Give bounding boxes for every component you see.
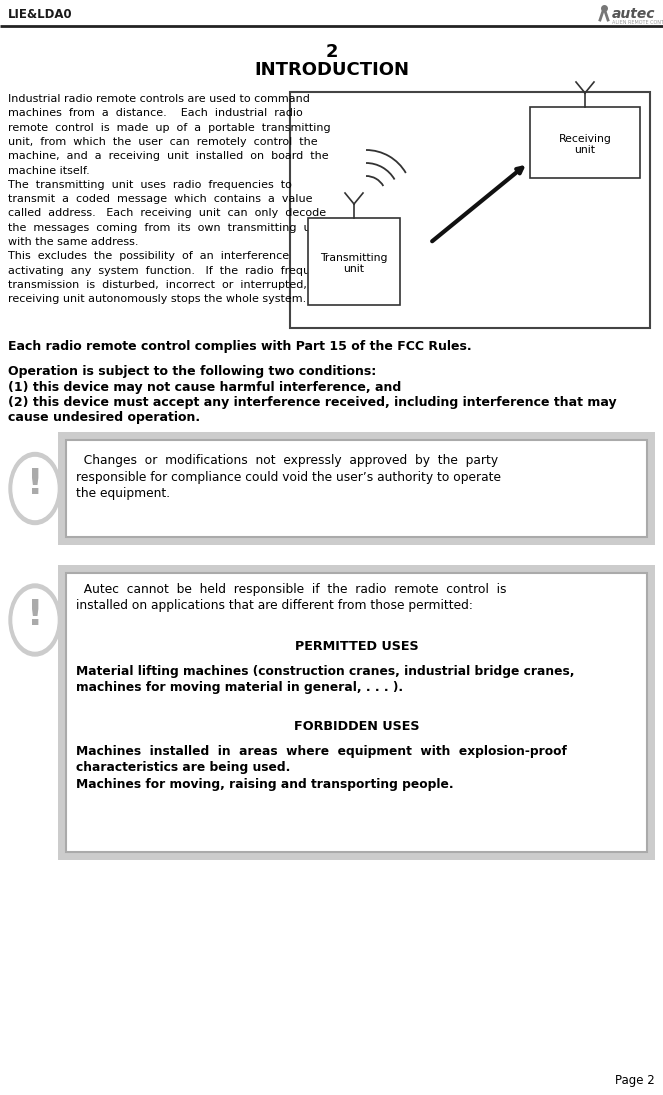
Bar: [58, 433, 655, 545]
Text: Material lifting machines (construction cranes, industrial bridge cranes,: Material lifting machines (construction …: [76, 665, 575, 678]
Ellipse shape: [9, 452, 61, 525]
Text: installed on applications that are different from those permitted:: installed on applications that are diffe…: [76, 599, 473, 612]
Text: Autec  cannot  be  held  responsible  if  the  radio  remote  control  is: Autec cannot be held responsible if the …: [76, 583, 507, 596]
Text: Each radio remote control complies with Part 15 of the FCC Rules.: Each radio remote control complies with …: [8, 341, 471, 353]
Text: transmission  is  disturbed,  incorrect  or  interrupted,  the: transmission is disturbed, incorrect or …: [8, 280, 332, 290]
Text: autec: autec: [612, 7, 656, 21]
Ellipse shape: [13, 589, 57, 652]
Text: This  excludes  the  possibility  of  an  interference: This excludes the possibility of an inte…: [8, 251, 289, 262]
Text: the equipment.: the equipment.: [76, 487, 170, 500]
Text: !: !: [27, 598, 43, 632]
Text: machines  from  a  distance.    Each  industrial  radio: machines from a distance. Each industria…: [8, 108, 303, 118]
Text: Changes  or  modifications  not  expressly  approved  by  the  party: Changes or modifications not expressly a…: [76, 454, 498, 466]
Text: PERMITTED USES: PERMITTED USES: [294, 639, 418, 653]
Bar: [66, 573, 647, 852]
Bar: [66, 440, 647, 537]
Text: machines for moving material in general, . . . ).: machines for moving material in general,…: [76, 681, 403, 694]
Text: !: !: [27, 466, 43, 500]
Text: machine itself.: machine itself.: [8, 165, 90, 175]
Text: INTRODUCTION: INTRODUCTION: [254, 61, 409, 79]
Text: LIE&LDA0: LIE&LDA0: [8, 8, 73, 21]
Text: Transmitting
unit: Transmitting unit: [320, 253, 388, 275]
Text: Page 2: Page 2: [615, 1074, 655, 1087]
Text: remote  control  is  made  up  of  a  portable  transmitting: remote control is made up of a portable …: [8, 123, 331, 132]
Text: cause undesired operation.: cause undesired operation.: [8, 412, 200, 425]
Text: Industrial radio remote controls are used to command: Industrial radio remote controls are use…: [8, 94, 310, 104]
Text: called  address.   Each  receiving  unit  can  only  decode: called address. Each receiving unit can …: [8, 208, 326, 218]
Text: Receiving
unit: Receiving unit: [558, 134, 611, 155]
Text: ALIEN REMOTE CONTROL: ALIEN REMOTE CONTROL: [612, 20, 663, 24]
Text: 2: 2: [326, 43, 337, 61]
Text: Machines  installed  in  areas  where  equipment  with  explosion-proof: Machines installed in areas where equipm…: [76, 745, 567, 758]
Text: activating  any  system  function.   If  the  radio  frequency: activating any system function. If the r…: [8, 266, 337, 276]
Bar: [58, 565, 655, 860]
Text: the  messages  coming  from  its  own  transmitting  unit: the messages coming from its own transmi…: [8, 222, 326, 233]
Text: characteristics are being used.: characteristics are being used.: [76, 761, 290, 774]
Text: (1) this device may not cause harmful interference, and: (1) this device may not cause harmful in…: [8, 380, 401, 393]
Bar: [530, 107, 640, 178]
Text: receiving unit autonomously stops the whole system.: receiving unit autonomously stops the wh…: [8, 295, 306, 304]
Ellipse shape: [13, 458, 57, 519]
Text: FORBIDDEN USES: FORBIDDEN USES: [294, 721, 419, 733]
Bar: [290, 92, 650, 328]
Bar: [308, 218, 400, 306]
Text: (2) this device must accept any interference received, including interference th: (2) this device must accept any interfer…: [8, 396, 617, 410]
Ellipse shape: [9, 584, 61, 656]
Text: with the same address.: with the same address.: [8, 237, 139, 247]
Text: unit,  from  which  the  user  can  remotely  control  the: unit, from which the user can remotely c…: [8, 137, 318, 147]
Text: The  transmitting  unit  uses  radio  frequencies  to: The transmitting unit uses radio frequen…: [8, 180, 292, 189]
Text: Operation is subject to the following two conditions:: Operation is subject to the following tw…: [8, 365, 376, 378]
Text: Machines for moving, raising and transporting people.: Machines for moving, raising and transpo…: [76, 779, 453, 791]
Text: transmit  a  coded  message  which  contains  a  value: transmit a coded message which contains …: [8, 194, 312, 204]
Text: machine,  and  a  receiving  unit  installed  on  board  the: machine, and a receiving unit installed …: [8, 151, 329, 161]
Text: responsible for compliance could void the user’s authority to operate: responsible for compliance could void th…: [76, 471, 501, 484]
